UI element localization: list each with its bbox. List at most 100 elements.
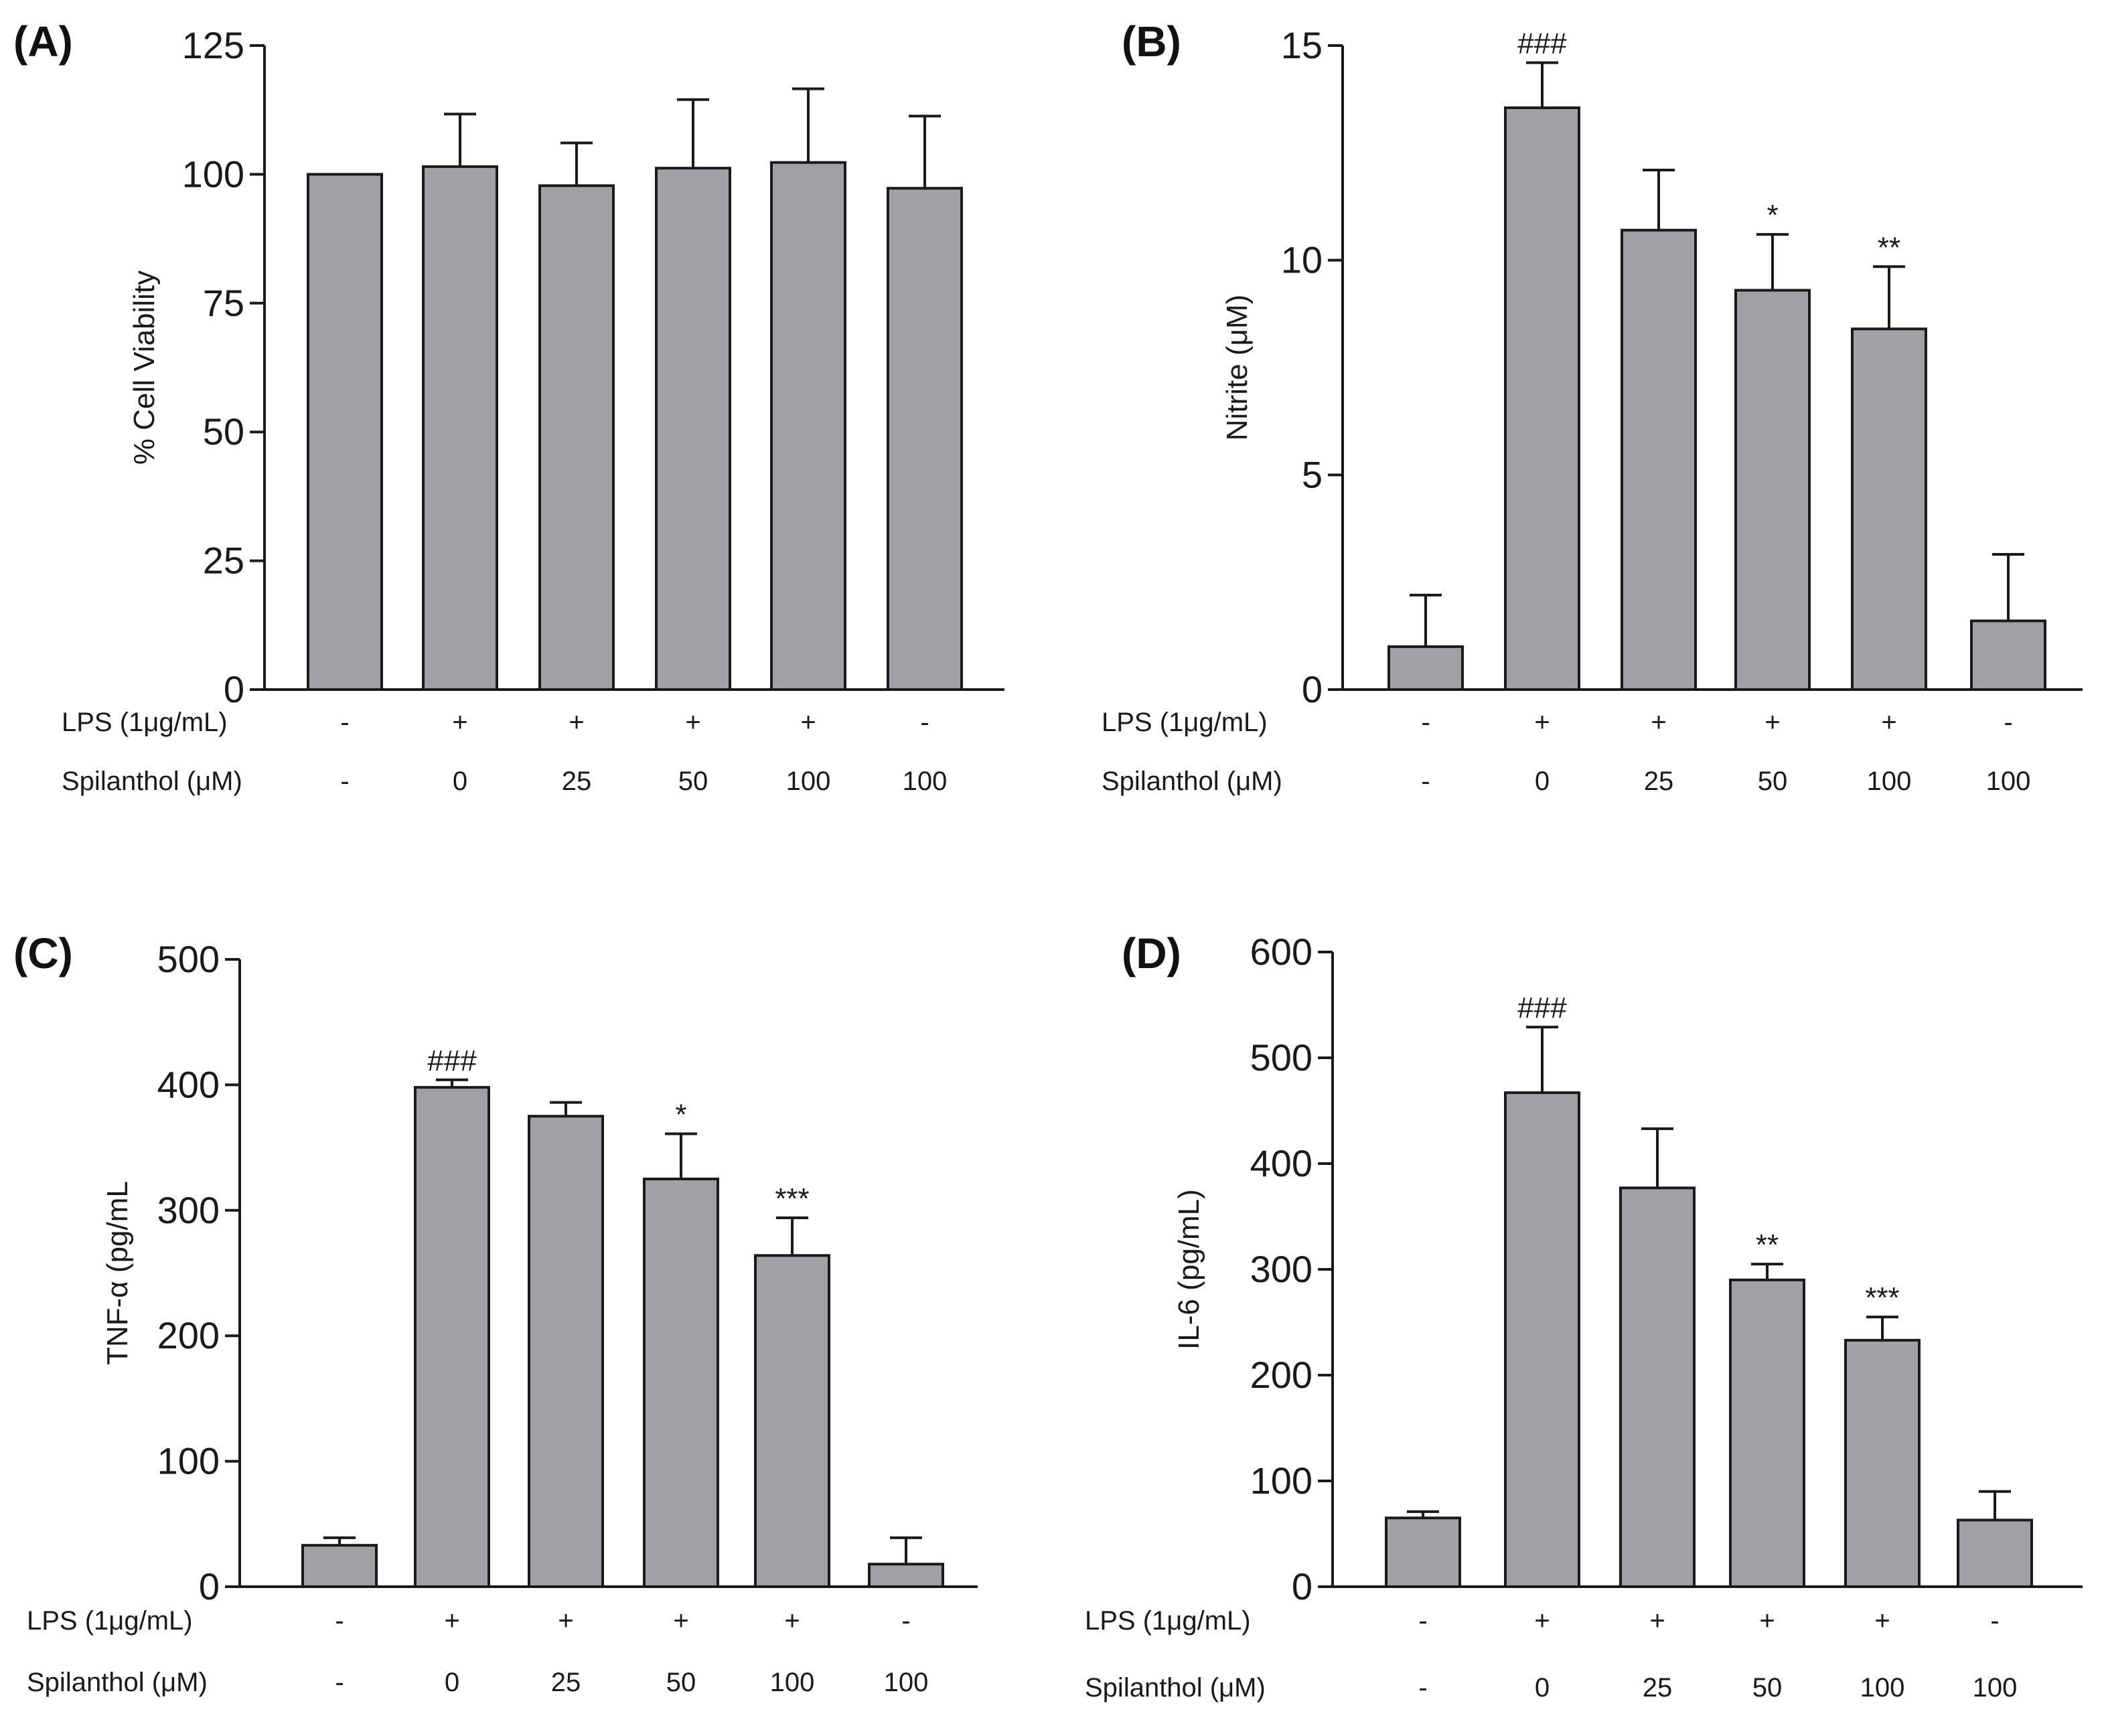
bar	[1504, 106, 1580, 691]
spilanthol-condition-label: 100	[1986, 767, 2031, 796]
significance-label: *	[675, 1098, 686, 1131]
spilanthol-condition-label: 100	[770, 1668, 815, 1697]
y-tick-label: 200	[1250, 1354, 1312, 1396]
bar	[1619, 1186, 1696, 1588]
panel-label: (A)	[13, 17, 73, 66]
spilanthol-condition-label: 100	[903, 767, 948, 796]
bar	[1621, 228, 1697, 692]
spilanthol-condition-label: 50	[666, 1668, 696, 1697]
lps-condition-label: -	[1990, 1606, 1999, 1636]
bar	[1385, 1516, 1461, 1589]
spilanthol-condition-label: 100	[786, 767, 831, 796]
panel-label: (C)	[13, 929, 73, 977]
y-tick-label: 0	[1292, 1565, 1312, 1607]
y-tick-label: 500	[157, 938, 220, 980]
y-tick-label: 0	[199, 1565, 220, 1607]
lps-row-label: LPS (1μg/mL)	[1102, 708, 1268, 737]
lps-row-label: LPS (1μg/mL)	[62, 708, 228, 737]
lps-condition-label: +	[1534, 1606, 1550, 1636]
bar	[422, 165, 498, 691]
bar	[770, 161, 846, 691]
lps-condition-label: +	[452, 708, 467, 737]
y-tick-label: 10	[1281, 239, 1323, 281]
bar	[307, 173, 383, 691]
panel-label: (B)	[1122, 17, 1181, 66]
spilanthol-condition-label: 100	[1860, 1673, 1905, 1703]
y-tick-label: 125	[182, 24, 244, 66]
bar	[528, 1115, 604, 1588]
y-tick-label: 15	[1281, 24, 1323, 66]
y-tick-label: 300	[1250, 1248, 1312, 1290]
y-tick-label: 100	[157, 1440, 220, 1482]
y-tick-label: 200	[157, 1314, 220, 1356]
bar	[655, 167, 731, 691]
spilanthol-condition-label: -	[1418, 1673, 1427, 1703]
lps-condition-label: +	[444, 1606, 459, 1636]
significance-label: ###	[427, 1044, 477, 1077]
lps-condition-label: +	[1651, 708, 1666, 737]
panel-b: (B) 0 5 10 15 Nitrite (μM) - - ### +0 +25 * +50 ** +10…	[1102, 17, 2083, 796]
spilanthol-condition-label: 25	[562, 767, 592, 796]
spilanthol-row-label: Spilanthol (μM)	[62, 767, 242, 796]
lps-row-label: LPS (1μg/mL)	[1085, 1606, 1251, 1636]
y-tick-label: 400	[1250, 1142, 1312, 1184]
lps-condition-label: +	[1874, 1606, 1890, 1636]
bar	[887, 187, 963, 691]
spilanthol-condition-label: 50	[1752, 1673, 1783, 1703]
spilanthol-condition-label: 0	[1535, 1673, 1550, 1703]
spilanthol-condition-label: 100	[1973, 1673, 2018, 1703]
lps-condition-label: +	[1765, 708, 1780, 737]
significance-label: ***	[775, 1182, 809, 1215]
spilanthol-condition-label: 0	[445, 1668, 459, 1697]
bar	[1387, 645, 1464, 691]
lps-condition-label: +	[673, 1606, 688, 1636]
significance-label: ***	[1865, 1281, 1899, 1314]
spilanthol-condition-label: 50	[678, 767, 708, 796]
y-tick-label: 50	[203, 410, 244, 453]
lps-condition-label: +	[1649, 1606, 1665, 1636]
y-tick-label: 400	[157, 1063, 220, 1105]
lps-condition-label: -	[2004, 708, 2012, 737]
bar	[754, 1254, 830, 1589]
y-tick-label: 0	[1302, 668, 1323, 710]
lps-condition-label: -	[920, 708, 929, 737]
significance-label: ###	[1517, 992, 1567, 1024]
y-tick-label: 100	[182, 153, 244, 195]
panel-label: (D)	[1122, 929, 1181, 977]
spilanthol-condition-label: 50	[1758, 767, 1788, 796]
lps-row-label: LPS (1μg/mL)	[27, 1606, 193, 1636]
bar	[1729, 1278, 1805, 1589]
bar	[538, 184, 615, 692]
spilanthol-condition-label: -	[335, 1668, 344, 1697]
bar	[1734, 289, 1811, 691]
significance-label: **	[1756, 1229, 1779, 1261]
spilanthol-condition-label: -	[340, 767, 349, 796]
bar	[1504, 1091, 1580, 1588]
y-tick-label: 25	[203, 540, 244, 582]
spilanthol-condition-label: 0	[1535, 767, 1550, 796]
y-tick-label: 500	[1250, 1036, 1312, 1079]
y-axis-title: Nitrite (μM)	[1221, 295, 1254, 441]
spilanthol-condition-label: 25	[1643, 1673, 1673, 1703]
lps-condition-label: +	[558, 1606, 573, 1636]
spilanthol-row-label: Spilanthol (μM)	[1085, 1673, 1266, 1703]
bar	[414, 1086, 490, 1588]
y-axis-title: TNF-α (pg/mL	[101, 1181, 134, 1365]
significance-label: **	[1878, 231, 1900, 264]
y-tick-label: 300	[157, 1189, 220, 1231]
significance-label: ###	[1517, 27, 1567, 60]
lps-condition-label: -	[1421, 708, 1430, 737]
y-axis-title: IL-6 (pg/mL)	[1173, 1189, 1205, 1350]
y-tick-label: 5	[1302, 453, 1323, 495]
bar	[643, 1177, 719, 1588]
lps-condition-label: -	[1418, 1606, 1427, 1636]
spilanthol-condition-label: 25	[1644, 767, 1674, 796]
bar	[1970, 619, 2046, 691]
bar	[1844, 1338, 1921, 1588]
spilanthol-condition-label: 100	[1867, 767, 1912, 796]
y-tick-label: 0	[224, 668, 244, 710]
spilanthol-row-label: Spilanthol (μM)	[27, 1668, 208, 1697]
bar	[1851, 327, 1927, 691]
